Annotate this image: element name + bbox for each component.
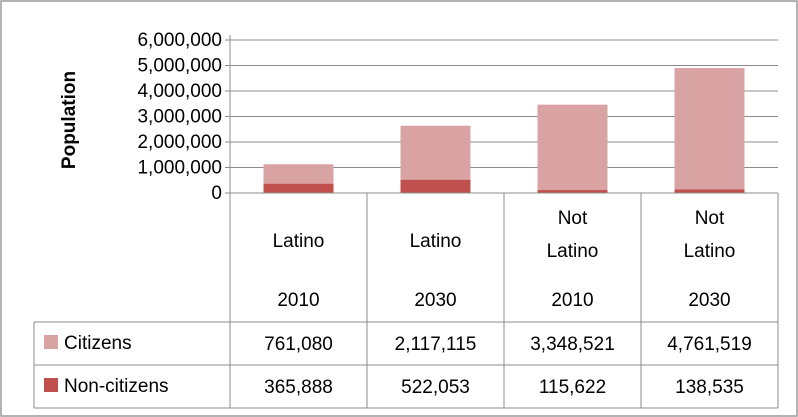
category-year-label: 2030	[414, 290, 456, 311]
data-label: 3,348,521	[530, 334, 615, 355]
data-label: 522,053	[401, 377, 470, 398]
legend-swatch	[44, 378, 58, 392]
y-tick-label: 1,000,000	[137, 158, 222, 179]
y-tick-label: 5,000,000	[137, 56, 222, 77]
data-label: 115,622	[539, 377, 606, 398]
category-label: Not	[558, 208, 588, 229]
y-tick-label: 6,000,000	[137, 30, 222, 51]
data-label: 2,117,115	[395, 334, 477, 355]
y-tick-label: 0	[211, 183, 222, 204]
category-label: Latino	[684, 241, 736, 262]
category-year-label: 2010	[551, 290, 593, 311]
data-label: 365,888	[264, 377, 333, 398]
y-tick-label: 3,000,000	[137, 107, 222, 128]
bar-non-citizens	[400, 179, 471, 193]
bar-citizens	[400, 125, 471, 180]
bars	[263, 68, 745, 193]
legend-label: Non-citizens	[64, 376, 169, 397]
data-label: 138,535	[675, 377, 744, 398]
category-label: Not	[695, 208, 725, 229]
category-label: Latino	[273, 231, 325, 252]
data-label: 4,761,519	[667, 334, 752, 355]
y-tick-label: 2,000,000	[137, 132, 222, 153]
y-axis-ticks: 6,000,000 5,000,000 4,000,000 3,000,000 2,00…	[137, 30, 222, 204]
legend-swatch	[44, 335, 58, 349]
category-year-label: 2010	[277, 290, 319, 311]
y-tick-label: 4,000,000	[137, 81, 222, 102]
bar-non-citizens	[263, 183, 334, 193]
category-label: Latino	[547, 241, 599, 262]
category-year-label: 2030	[688, 290, 730, 311]
y-axis-label: Population	[59, 71, 80, 169]
legend-label: Citizens	[64, 333, 132, 354]
data-table: Latino 2010 Latino 2030 Not Latino 2010 Not Lati…	[33, 35, 779, 409]
bar-non-citizens	[674, 189, 745, 193]
bar-non-citizens	[537, 190, 608, 193]
bar-citizens	[674, 68, 745, 190]
category-label: Latino	[410, 231, 462, 252]
bar-citizens	[263, 164, 334, 184]
bar-citizens	[537, 104, 608, 191]
data-label: 761,080	[264, 334, 333, 355]
